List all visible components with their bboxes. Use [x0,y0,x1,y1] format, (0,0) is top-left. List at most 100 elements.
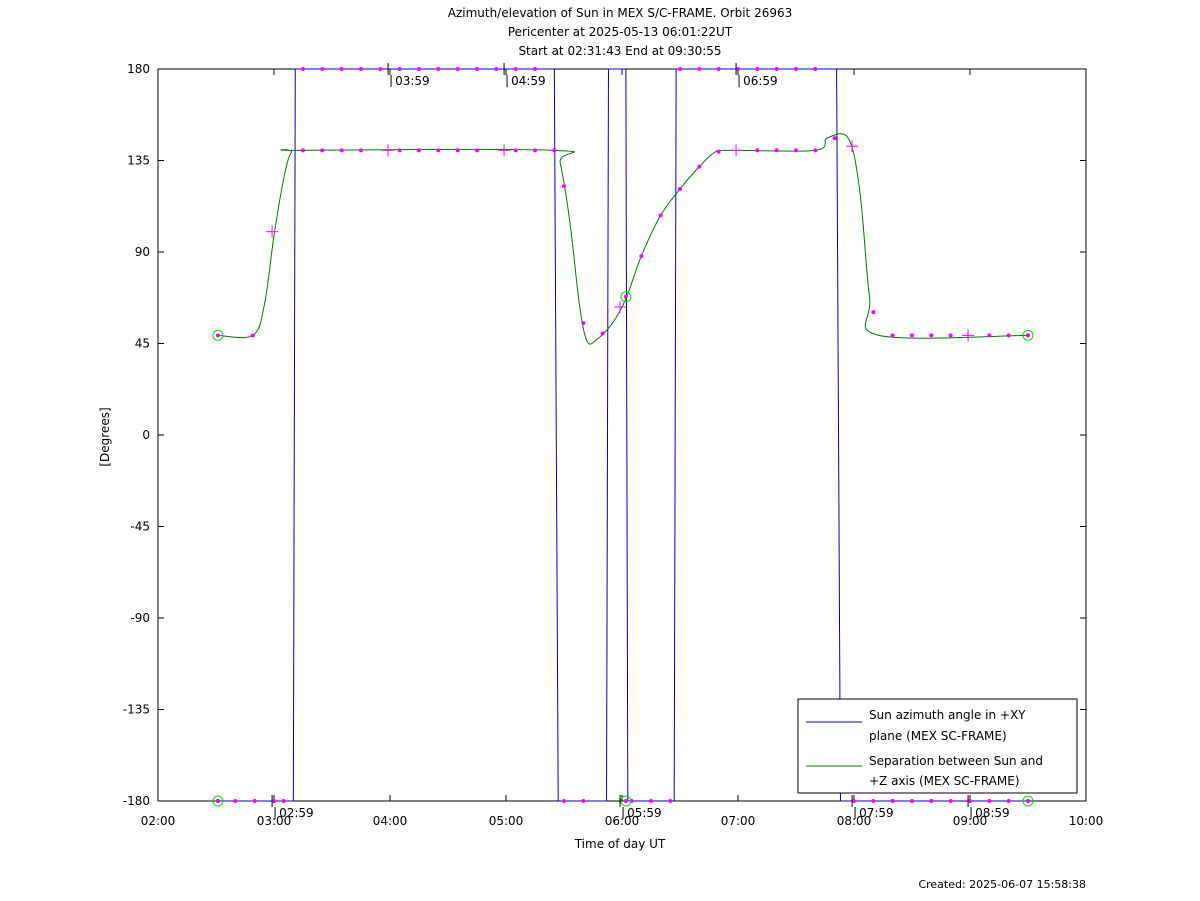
azimuth-marker [813,67,818,71]
azimuth-marker [397,67,402,71]
separation-marker [639,254,644,259]
azimuth-marker [455,67,460,71]
y-tick-label: 45 [135,337,150,351]
azimuth-marker [794,67,798,71]
separation-marker [890,333,895,338]
created-timestamp: Created: 2025-06-07 15:58:38 [918,878,1086,891]
azimuth-marker [359,67,363,71]
legend-box [797,698,1078,794]
time-annotation-label: 04:59 [511,74,546,88]
x-tick-label: 07:00 [721,814,756,828]
separation-marker [513,148,518,153]
azimuth-marker [649,799,653,803]
separation-marker [871,310,876,315]
separation-marker [774,148,779,153]
azimuth-marker [697,67,702,71]
separation-marker [716,149,721,154]
chart-title: Azimuth/elevation of Sun in MEX S/C-FRAM… [448,6,793,58]
separation-marker [359,148,363,153]
chart-title-line-3: Start at 02:31:43 End at 09:30:55 [518,44,721,58]
legend-label-separation-line-2: +Z axis (MEX SC-FRAME) [869,774,1020,788]
separation-marker [397,148,402,153]
azimuth-marker [1006,799,1011,803]
azimuth-marker [736,67,740,71]
x-axis-label: Time of day UT [574,837,666,851]
x-tick-label: 08:00 [837,814,872,828]
endpoint-circle-marker [620,795,632,807]
x-tick-label: 03:00 [257,814,292,828]
separation-marker [948,333,953,338]
plot-frame [157,68,1087,802]
azimuth-marker [929,799,934,803]
chart-title-line-1: Azimuth/elevation of Sun in MEX S/C-FRAM… [448,6,793,20]
azimuth-marker [581,799,586,803]
separation-marker [658,213,663,218]
endpoint-circle-marker [212,329,224,341]
time-annotation-label: 07:59 [859,806,894,820]
endpoint-dot-marker [215,333,220,338]
azimuth-marker [716,67,721,71]
azimuth-marker [378,67,383,71]
legend-label-azimuth-line-1: Sun azimuth angle in +XY [869,708,1026,722]
separation-marker [678,186,682,191]
azimuth-marker [533,67,537,71]
separation-marker [250,333,255,338]
azimuth-marker [301,67,305,71]
separation-marker [910,333,914,338]
azimuth-marker [948,799,953,803]
endpoint-dot-marker [1026,333,1030,338]
separation-marker [562,184,566,189]
marker-layer: 02:59 03:59 04:59 05:59 06:59 07:59 08:59 [212,63,1034,820]
separation-marker [697,164,702,169]
y-tick-label: 0 [142,428,150,442]
separation-marker [320,148,325,153]
azimuth-marker [252,799,257,803]
x-tick-label: 05:00 [489,814,524,828]
time-annotation-label: 08:59 [975,806,1010,820]
y-tick-label: 180 [127,62,150,76]
azimuth-marker [678,67,682,71]
separation-marker [1006,333,1011,338]
azimuth-marker [475,67,479,71]
separation-marker [581,321,586,326]
axes: 02:00 03:00 04:00 05:00 06:00 07:00 08:00 09:00… [123,62,1104,828]
separation-marker [813,148,818,153]
separation-marker [475,148,479,153]
y-tick-label: -90 [130,611,150,625]
azimuth-marker [339,67,344,71]
endpoint-dot-marker [1026,799,1030,803]
separation-marker [455,148,460,153]
separation-marker [339,148,344,153]
y-axis-label: [Degrees] [98,407,112,466]
y-tick-label: -45 [130,520,150,534]
x-tick-label: 10:00 [1069,814,1104,828]
endpoint-circle-marker [1022,795,1034,807]
separation-marker [832,136,837,141]
y-tick-label: 135 [127,154,150,168]
chart-title-line-2: Pericenter at 2025-05-13 06:01:22UT [508,25,733,39]
azimuth-marker [774,67,779,71]
x-tick-label: 09:00 [953,814,988,828]
separation-marker [436,148,441,153]
azimuth-marker [755,67,760,71]
azimuth-marker [890,799,895,803]
azimuth-marker [668,799,673,803]
x-tick-label: 02:00 [141,814,176,828]
endpoint-dot-marker [623,294,628,299]
separation-marker [301,148,305,153]
azimuth-marker [562,799,566,803]
x-tick-label: 06:00 [605,814,640,828]
separation-marker [600,331,605,336]
azimuth-series-line [217,68,1028,802]
y-tick-label: -180 [123,794,150,808]
endpoint-circle-marker [620,291,632,303]
x-tick-label: 04:00 [373,814,408,828]
separation-marker [552,148,557,153]
time-annotation-label: 05:59 [627,806,662,820]
series-layer [217,68,1029,802]
azimuth-marker [968,799,972,803]
separation-marker [929,333,934,338]
endpoint-circle-marker [1022,329,1034,341]
separation-marker [755,148,760,153]
